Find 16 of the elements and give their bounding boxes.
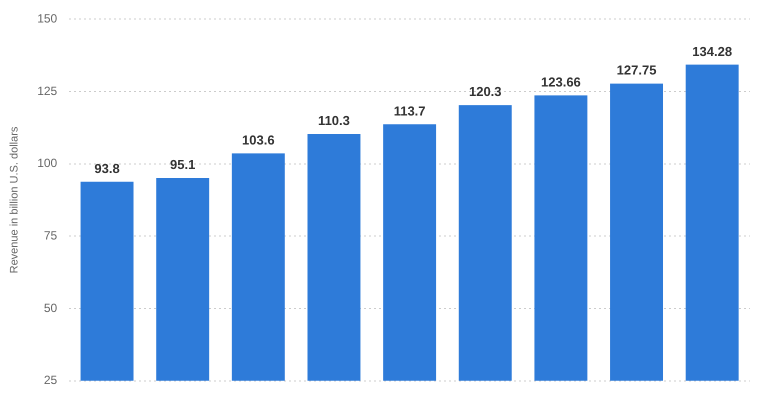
data-label: 134.28 [692,44,732,59]
y-tick-label: 25 [44,373,58,388]
y-tick-label: 125 [37,84,58,98]
data-label: 110.3 [318,113,350,128]
data-label: 95.1 [170,157,196,172]
data-label: 123.66 [541,74,581,90]
y-tick-label: 150 [37,12,58,26]
y-tick-label: 100 [37,156,58,170]
data-label: 113.7 [394,103,426,118]
y-tick-label: 50 [44,300,58,315]
data-label: 127.75 [616,62,656,78]
data-label: 93.8 [94,160,120,176]
y-tick-label: 75 [44,228,58,242]
y-axis-title: Revenue in billion U.S. dollars [8,126,21,274]
data-label: 103.6 [242,132,275,148]
data-label: 120.3 [468,84,502,100]
